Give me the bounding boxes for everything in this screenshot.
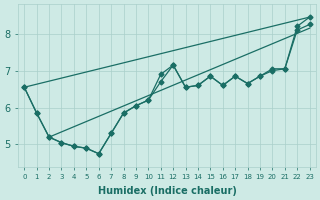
X-axis label: Humidex (Indice chaleur): Humidex (Indice chaleur) xyxy=(98,186,236,196)
